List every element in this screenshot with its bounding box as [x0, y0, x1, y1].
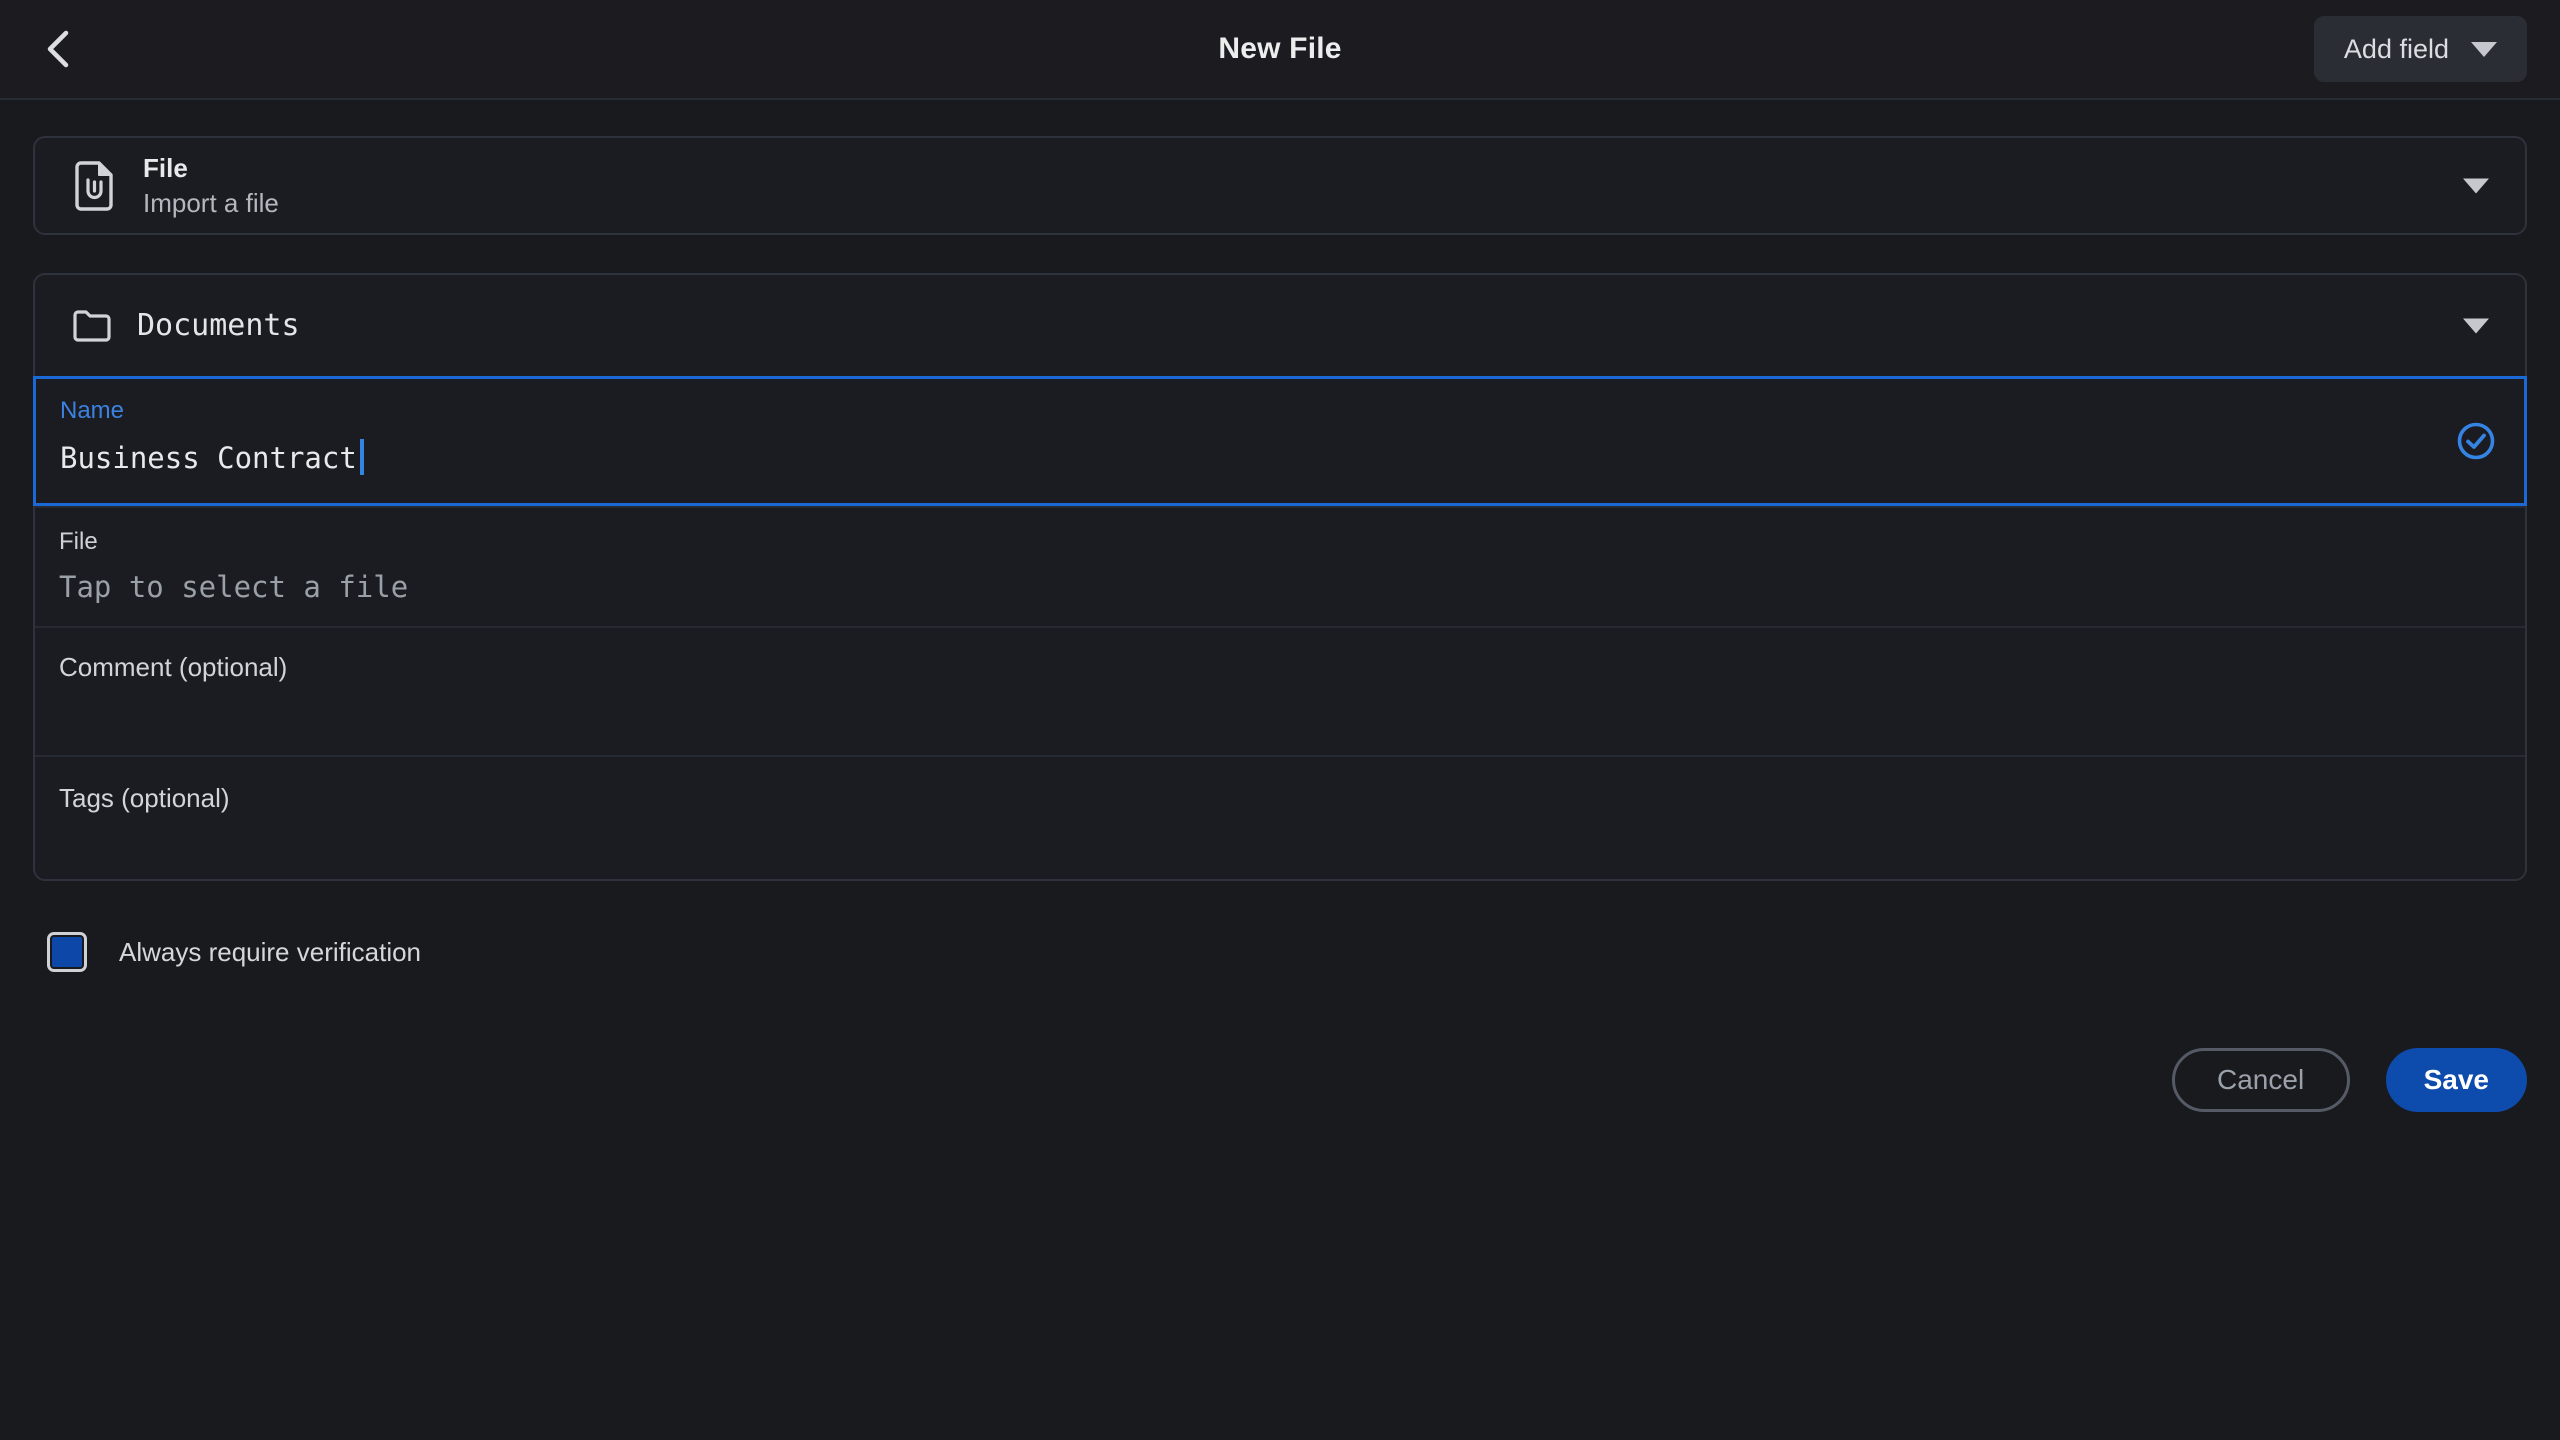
file-label: File	[59, 528, 98, 555]
header-bar: New File Add field	[0, 0, 2560, 100]
tags-label: Tags (optional)	[59, 783, 230, 813]
chevron-down-icon	[2463, 318, 2489, 333]
name-input[interactable]: Business Contract	[60, 439, 2500, 475]
chevron-down-icon	[2471, 41, 2497, 57]
verification-row: Always require verification	[33, 932, 2527, 972]
tags-field[interactable]: Tags (optional)	[35, 755, 2525, 879]
verification-label: Always require verification	[119, 936, 422, 967]
name-field[interactable]: Name Business Contract	[33, 376, 2527, 506]
folder-icon	[71, 308, 113, 344]
file-type-subtitle: Import a file	[143, 187, 279, 218]
verification-checkbox[interactable]	[47, 932, 87, 972]
cancel-button[interactable]: Cancel	[2171, 1048, 2350, 1112]
file-placeholder: Tap to select a file	[59, 570, 409, 604]
add-field-label: Add field	[2343, 33, 2449, 64]
chevron-left-icon	[45, 29, 71, 69]
check-circle-icon[interactable]	[2456, 421, 2496, 461]
page-title: New File	[1218, 32, 1342, 65]
file-picker-field[interactable]: File Tap to select a file	[35, 506, 2525, 626]
file-type-selector[interactable]: File Import a file	[33, 136, 2527, 235]
comment-label: Comment (optional)	[59, 652, 288, 682]
checkbox-fill	[52, 937, 82, 967]
back-button[interactable]	[30, 21, 86, 77]
file-type-title: File	[143, 152, 188, 183]
folder-value: Documents	[137, 308, 300, 343]
add-field-button[interactable]: Add field	[2313, 16, 2527, 82]
new-file-form: Documents Name Business Contract File Ta…	[33, 273, 2527, 881]
file-import-icon	[75, 160, 115, 212]
folder-selector[interactable]: Documents	[35, 275, 2525, 376]
name-label: Name	[60, 397, 125, 424]
action-bar: Cancel Save	[33, 1048, 2527, 1112]
text-cursor	[359, 439, 364, 475]
chevron-down-icon	[2463, 178, 2489, 193]
save-button[interactable]: Save	[2385, 1048, 2527, 1112]
comment-field[interactable]: Comment (optional)	[35, 626, 2525, 755]
